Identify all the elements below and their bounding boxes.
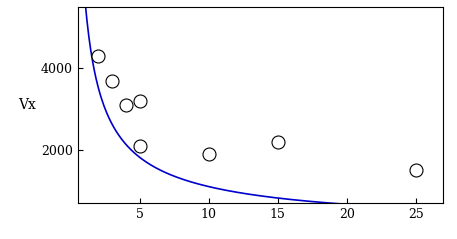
Point — [95, 54, 102, 58]
Point — [274, 140, 282, 144]
Point — [136, 144, 143, 148]
Point — [412, 168, 420, 172]
Y-axis label: Vx: Vx — [18, 98, 36, 112]
Point — [108, 79, 116, 83]
Point — [136, 99, 143, 103]
Point — [205, 152, 213, 156]
Point — [122, 103, 130, 107]
